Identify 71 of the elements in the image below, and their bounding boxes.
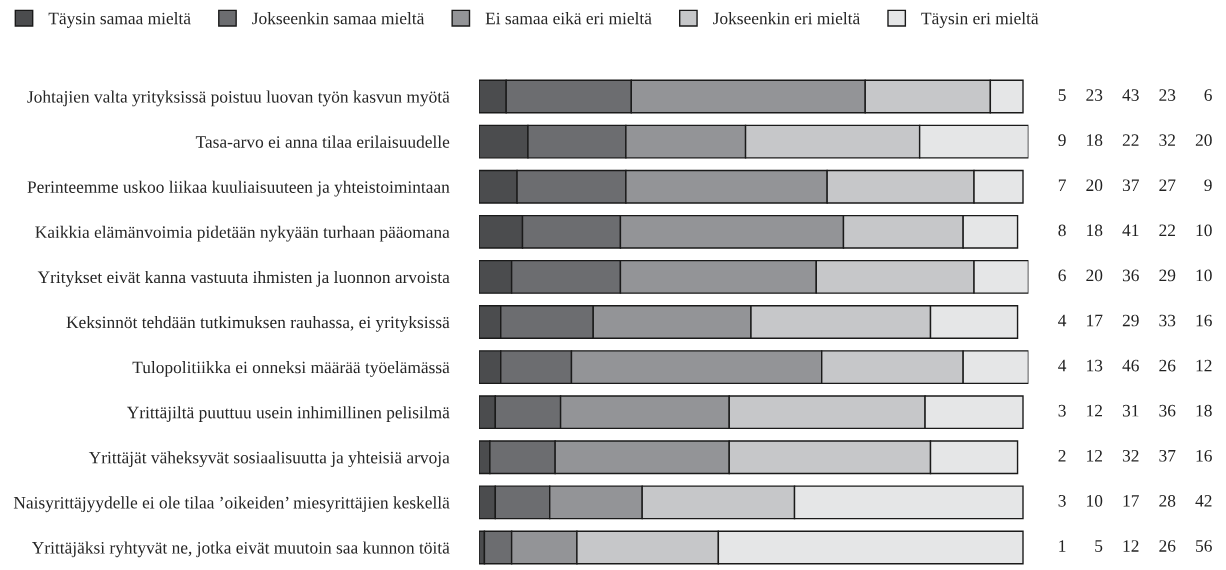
data-label: 17 <box>1087 314 1103 327</box>
data-label: 6 <box>1058 269 1066 282</box>
y-tick-label: Yrittäjät väheksyvät sosiaalisuutta ja yhteisiä arvoja <box>88 451 450 468</box>
data-label: 16 <box>1196 314 1212 327</box>
data-label: 41 <box>1122 224 1139 236</box>
data-label: 4 <box>1058 359 1067 372</box>
y-tick-label: Tasa-arvo ei anna tilaa erilaisuudelle <box>195 135 450 148</box>
data-label: 4 <box>1058 314 1067 327</box>
data-label: 9 <box>1204 179 1212 192</box>
data-label: 37 <box>1122 179 1139 192</box>
data-label: 28 <box>1159 494 1176 507</box>
y-tick-label: Yrittäjäksi ryhtyvät ne, jotka eivät muutoin saa kunnon töitä <box>32 541 450 558</box>
data-label: 22 <box>1159 224 1175 236</box>
data-label: 56 <box>1196 540 1212 552</box>
data-label: 18 <box>1196 404 1212 417</box>
data-label: 29 <box>1159 269 1176 282</box>
y-tick-label: Kaikkia elämänvoimia pidetään nykyään turhaan pääomana <box>35 225 450 242</box>
data-label: 3 <box>1058 404 1066 417</box>
data-label: 37 <box>1159 449 1176 462</box>
data-label: 10 <box>1087 494 1103 507</box>
data-label: 22 <box>1122 134 1139 146</box>
data-label: 1 <box>1059 540 1066 552</box>
y-tick-label: Johtajien valta yrityksissä poistuu luovan työn kasvun myötä <box>27 90 450 107</box>
data-label: 18 <box>1087 134 1103 146</box>
data-label: 7 <box>1058 179 1066 191</box>
legend-label: Jokseenkin eri mieltä <box>713 12 860 25</box>
data-label: 36 <box>1159 404 1176 417</box>
data-label: 26 <box>1159 540 1176 552</box>
data-label: 32 <box>1122 449 1139 462</box>
y-tick-label: Yrittäjiltä puuttuu usein inhimillinen pelisilmä <box>126 406 450 422</box>
data-label: 12 <box>1087 449 1102 462</box>
legend-label: Täysin samaa mieltä <box>48 12 191 28</box>
legend-label: Jokseenkin samaa mieltä <box>252 12 425 25</box>
data-label: 12 <box>1196 359 1212 372</box>
y-tick-label: Perinteemme uskoo liikaa kuuliaisuuteen ja yhteistoimintaan <box>27 180 450 197</box>
data-label: 32 <box>1159 134 1175 146</box>
data-label: 46 <box>1122 359 1139 372</box>
data-label: 42 <box>1195 495 1212 507</box>
data-label: 23 <box>1159 89 1176 101</box>
y-tick-label: Keksinnöt tehdään tutkimuksen rauhassa, ei yrityksissä <box>66 315 450 332</box>
y-tick-label: Yritykset eivät kanna vastuuta ihmisten ja luonnon arvoista <box>37 270 450 287</box>
data-label: 9 <box>1058 134 1066 146</box>
data-label: 5 <box>1095 540 1103 552</box>
data-label: 36 <box>1122 269 1139 282</box>
y-tick-label: Naisyrittäjyydelle ei ole tilaa ’oikeiden’ miesyrittäjien keskellä <box>13 496 450 513</box>
data-label: 23 <box>1086 89 1103 101</box>
data-label: 29 <box>1122 314 1139 327</box>
data-label: 10 <box>1196 269 1212 282</box>
data-label: 20 <box>1086 179 1103 192</box>
data-label: 31 <box>1122 404 1139 417</box>
data-label: 20 <box>1195 134 1212 146</box>
data-label: 2 <box>1058 449 1066 462</box>
data-label: 18 <box>1087 224 1103 237</box>
data-label: 20 <box>1086 269 1103 282</box>
data-label: 12 <box>1087 404 1102 417</box>
data-label: 5 <box>1058 89 1066 101</box>
data-label: 12 <box>1123 540 1139 552</box>
legend-label: Täysin eri mieltä <box>921 12 1039 28</box>
data-label: 17 <box>1123 495 1139 507</box>
data-label: 8 <box>1058 224 1066 237</box>
data-label: 10 <box>1196 224 1212 237</box>
y-tick-label: Tulopolitiikka ei onneksi määrää työelämässä <box>132 361 450 377</box>
data-label: 43 <box>1122 89 1139 101</box>
data-label: 26 <box>1159 359 1176 372</box>
data-label: 6 <box>1204 89 1212 101</box>
legend-label: Ei samaa eikä eri mieltä <box>485 12 652 25</box>
data-label: 16 <box>1196 449 1212 462</box>
data-label: 33 <box>1159 314 1176 327</box>
data-label: 3 <box>1058 495 1066 507</box>
data-label: 13 <box>1087 359 1103 372</box>
data-label: 27 <box>1159 179 1176 191</box>
